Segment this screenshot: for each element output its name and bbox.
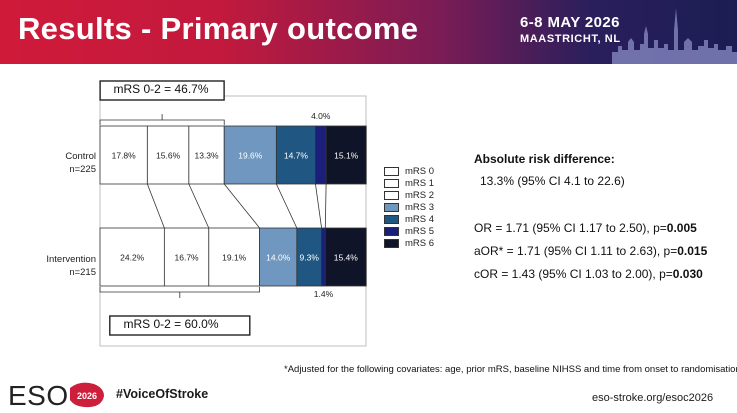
legend-swatch-mrs4 xyxy=(384,215,399,224)
connector-line-5 xyxy=(315,183,322,229)
ard-value: 13.3% (95% CI 4.1 to 22.6) xyxy=(480,174,625,188)
bar-control-mrs6-label: 15.1% xyxy=(334,151,359,161)
bar-control-mrs1 xyxy=(146,125,190,185)
legend-label-mrs6: mRS 6 xyxy=(405,238,435,249)
cor-text: cOR = 1.43 (95% CI 1.03 to 2.00), p= xyxy=(474,267,673,281)
slide-title: Results - Primary outcome xyxy=(18,11,419,46)
cor-stat: cOR = 1.43 (95% CI 1.03 to 2.00), p=0.03… xyxy=(474,267,703,281)
connector-line-1 xyxy=(146,183,165,229)
legend-label-mrs5: mRS 5 xyxy=(405,226,435,237)
legend-swatch-mrs5 xyxy=(384,227,399,236)
plot-frame xyxy=(99,95,367,347)
esoc-logo: ESOC 2026 xyxy=(8,380,104,410)
city-skyline-icon xyxy=(612,8,737,64)
bar-intervention-mrs5-label: 1.4% xyxy=(314,289,334,299)
legend-label-mrs1: mRS 1 xyxy=(405,178,435,189)
bar-control-mrs4 xyxy=(275,125,316,185)
or-stat: OR = 1.71 (95% CI 1.17 to 2.50), p=0.005 xyxy=(474,221,697,235)
bar-intervention-mrs0-label: 24.2% xyxy=(120,253,145,263)
website-link[interactable]: eso-stroke.org/esoc2026 xyxy=(592,392,714,404)
control-n-label: n=225 xyxy=(69,164,96,175)
bar-intervention-mrs1-label: 16.7% xyxy=(175,253,200,263)
footnote: *Adjusted for the following covariates: … xyxy=(284,364,737,375)
bar-intervention-mrs2-label: 19.1% xyxy=(222,253,247,263)
bar-intervention-mrs6 xyxy=(324,227,367,287)
control-group-label: Control xyxy=(65,151,96,162)
bar-intervention-mrs3 xyxy=(259,227,298,287)
bar-intervention-mrs2 xyxy=(208,227,261,287)
bar-control-mrs2-label: 13.3% xyxy=(194,151,219,161)
intervention-mrs02-box xyxy=(109,315,251,336)
event-location: MAASTRICHT, NL xyxy=(520,33,621,45)
bar-intervention-mrs1 xyxy=(163,227,210,287)
event-date: 6-8 MAY 2026 xyxy=(520,14,620,31)
intervention-mrs02-bracket xyxy=(99,287,260,298)
bar-control-mrs0 xyxy=(99,125,148,185)
bar-control-mrs3 xyxy=(223,125,277,185)
hashtag: #VoiceOfStroke xyxy=(116,387,209,401)
aor-pvalue: 0.015 xyxy=(677,244,708,258)
esoc-logo-year: 2026 xyxy=(77,391,97,401)
legend-label-mrs3: mRS 3 xyxy=(405,202,435,213)
legend-swatch-mrs6 xyxy=(384,239,399,248)
bar-control-mrs4-label: 14.7% xyxy=(284,151,309,161)
or-pvalue: 0.005 xyxy=(666,221,697,235)
bar-intervention-mrs0 xyxy=(99,227,165,287)
connector-line-2 xyxy=(188,183,210,229)
or-text: OR = 1.71 (95% CI 1.17 to 2.50), p= xyxy=(474,221,667,235)
intervention-mrs02-annotation: mRS 0-2 = 60.0% xyxy=(123,317,218,331)
bar-intervention-mrs5 xyxy=(321,227,326,287)
control-mrs02-annotation: mRS 0-2 = 46.7% xyxy=(113,82,208,96)
bar-intervention-mrs3-label: 14.0% xyxy=(266,253,291,263)
legend-label-mrs0: mRS 0 xyxy=(405,166,435,177)
bar-intervention-mrs4 xyxy=(296,227,322,287)
control-mrs02-bracket xyxy=(99,114,225,125)
intervention-group-label: Intervention xyxy=(46,254,96,265)
legend-swatch-mrs2 xyxy=(384,191,399,200)
connector-lines xyxy=(146,183,327,229)
legend-swatch-mrs3 xyxy=(384,203,399,212)
legend-label-mrs2: mRS 2 xyxy=(405,190,435,201)
bar-control-mrs6 xyxy=(325,125,367,185)
ard-title: Absolute risk difference: xyxy=(474,152,615,166)
bracket-group xyxy=(99,80,260,336)
bar-control-mrs5-label: 4.0% xyxy=(311,111,331,121)
connector-line-3 xyxy=(223,183,260,229)
control-mrs02-box xyxy=(99,80,225,101)
bar-intervention-mrs6-label: 15.4% xyxy=(334,253,359,263)
aor-stat: aOR* = 1.71 (95% CI 1.11 to 2.63), p=0.0… xyxy=(474,244,707,258)
legend-label-mrs4: mRS 4 xyxy=(405,214,435,225)
stacked-bar-chart: 17.8% 15.6% 13.3% 19.6% 14.7% 4.0% 15.1% 24.2% 1… xyxy=(46,80,367,347)
intervention-n-label: n=215 xyxy=(69,267,96,278)
legend-swatch-mrs0 xyxy=(384,167,399,176)
connector-line-6 xyxy=(324,183,327,229)
bar-intervention-mrs4-label: 9.3% xyxy=(300,253,320,263)
aor-text: aOR* = 1.71 (95% CI 1.11 to 2.63), p= xyxy=(474,244,678,258)
legend-swatch-mrs1 xyxy=(384,179,399,188)
bar-control-mrs0-label: 17.8% xyxy=(112,151,137,161)
bar-control-mrs1-label: 15.6% xyxy=(156,151,181,161)
cor-pvalue: 0.030 xyxy=(672,267,703,281)
bar-control-mrs5 xyxy=(315,125,327,185)
connector-line-4 xyxy=(275,183,298,229)
bar-control-mrs3-label: 19.6% xyxy=(238,151,263,161)
bar-group: 17.8% 15.6% 13.3% 19.6% 14.7% 4.0% 15.1% 24.2% 1… xyxy=(99,111,367,299)
header-banner: Results - Primary outcome 6-8 MAY 2026 M… xyxy=(0,0,737,64)
